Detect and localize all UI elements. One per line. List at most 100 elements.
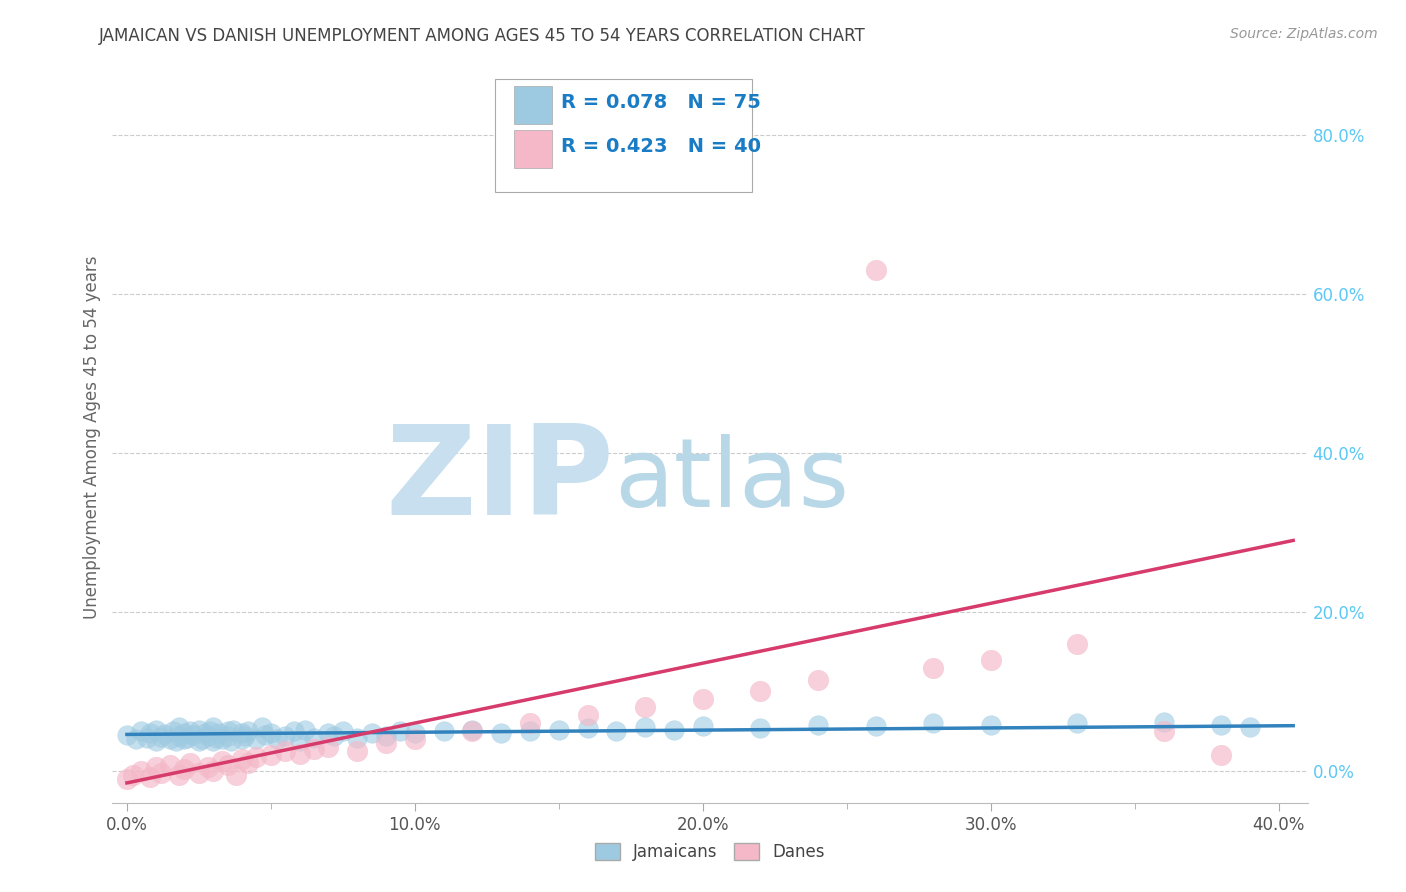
Point [375, 736, 398, 750]
FancyBboxPatch shape [495, 78, 752, 192]
Point [980, 653, 1002, 667]
Point [461, 724, 484, 739]
Point [129, 764, 152, 778]
Point [245, 749, 267, 764]
Point [179, 756, 201, 770]
FancyBboxPatch shape [515, 130, 553, 168]
Text: ZIP: ZIP [385, 420, 614, 541]
Point [294, 723, 316, 737]
Point [260, 748, 283, 763]
Text: Source: ZipAtlas.com: Source: ZipAtlas.com [1230, 27, 1378, 41]
Point [115, 772, 138, 786]
Point [179, 724, 201, 739]
Point [136, 731, 159, 745]
Point [404, 726, 426, 740]
Point [162, 724, 184, 739]
Point [318, 740, 340, 755]
Point [302, 741, 325, 756]
Point [332, 724, 354, 739]
Point [288, 733, 311, 747]
Point [1211, 718, 1233, 732]
Point [187, 723, 209, 737]
Point [260, 726, 283, 740]
Point [231, 732, 253, 747]
Point [576, 721, 599, 735]
Point [605, 724, 627, 739]
Point [139, 770, 162, 784]
Point [634, 700, 657, 714]
Point [375, 729, 398, 743]
Point [129, 724, 152, 739]
Point [922, 660, 945, 674]
Point [807, 718, 830, 732]
Point [197, 760, 219, 774]
Point [404, 732, 426, 747]
Point [219, 733, 242, 747]
Point [1153, 714, 1175, 729]
Text: R = 0.423   N = 40: R = 0.423 N = 40 [561, 137, 761, 156]
Point [1153, 724, 1175, 739]
Point [181, 728, 204, 742]
Point [200, 724, 222, 739]
Point [159, 757, 181, 772]
Point [1066, 637, 1088, 651]
Point [208, 726, 231, 740]
Point [194, 726, 217, 740]
Point [749, 721, 772, 735]
Point [139, 726, 162, 740]
Point [865, 263, 887, 277]
Point [1211, 748, 1233, 763]
Point [1239, 720, 1261, 734]
Point [202, 764, 225, 778]
Point [115, 728, 138, 742]
Point [222, 723, 245, 737]
Point [252, 720, 274, 734]
Point [231, 726, 253, 740]
Point [576, 708, 599, 723]
Text: atlas: atlas [614, 434, 849, 527]
Point [547, 723, 569, 737]
Point [159, 732, 181, 747]
Point [236, 756, 259, 770]
Point [145, 723, 167, 737]
Point [288, 747, 311, 761]
Point [197, 729, 219, 743]
Text: R = 0.078   N = 75: R = 0.078 N = 75 [561, 94, 761, 112]
Point [202, 733, 225, 747]
Point [145, 760, 167, 774]
Point [692, 692, 714, 706]
Legend: Jamaicans, Danes: Jamaicans, Danes [588, 836, 832, 868]
Point [225, 768, 247, 782]
Point [150, 730, 173, 744]
Point [217, 729, 239, 743]
Text: JAMAICAN VS DANISH UNEMPLOYMENT AMONG AGES 45 TO 54 YEARS CORRELATION CHART: JAMAICAN VS DANISH UNEMPLOYMENT AMONG AG… [98, 27, 865, 45]
Point [150, 765, 173, 780]
Point [245, 732, 267, 747]
Point [202, 720, 225, 734]
Point [231, 752, 253, 766]
Point [145, 733, 167, 747]
Point [236, 724, 259, 739]
Point [461, 723, 484, 737]
Point [167, 720, 190, 734]
Point [211, 755, 233, 769]
Point [124, 732, 146, 747]
Point [346, 731, 368, 745]
Point [519, 724, 541, 739]
Point [1066, 716, 1088, 731]
Point [922, 716, 945, 731]
Point [173, 726, 195, 740]
Point [302, 731, 325, 745]
Y-axis label: Unemployment Among Ages 45 to 54 years: Unemployment Among Ages 45 to 54 years [83, 255, 101, 619]
Point [217, 757, 239, 772]
Point [217, 724, 239, 739]
Point [211, 732, 233, 747]
Point [121, 768, 143, 782]
Point [491, 726, 513, 740]
Point [190, 732, 212, 747]
Point [980, 718, 1002, 732]
Point [205, 731, 228, 745]
FancyBboxPatch shape [515, 86, 553, 124]
Point [266, 732, 288, 747]
Point [360, 726, 382, 740]
